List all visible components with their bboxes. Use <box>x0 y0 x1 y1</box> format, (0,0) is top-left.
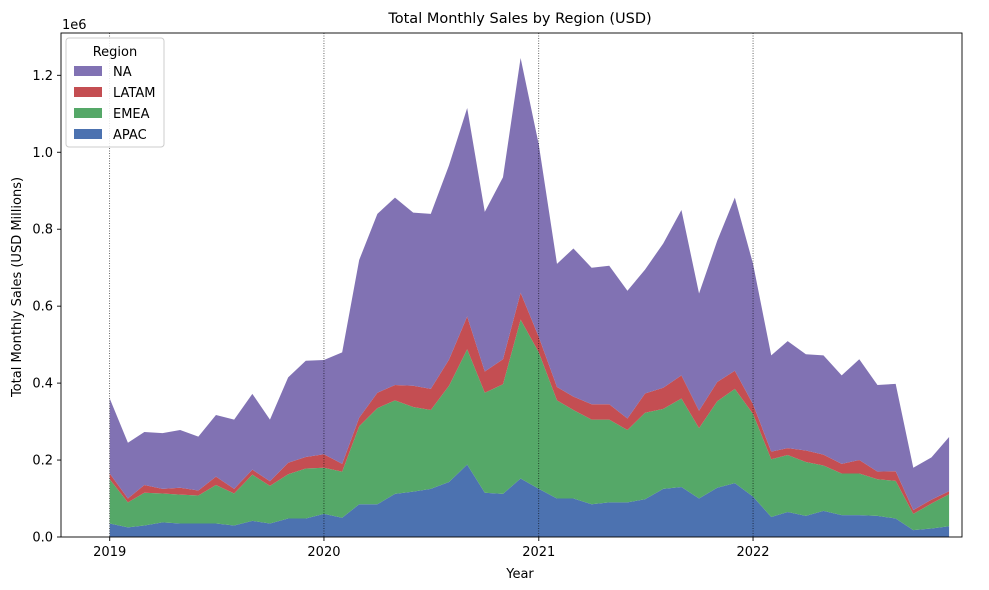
legend-label-emea: EMEA <box>113 107 150 122</box>
legend-swatch-latam <box>74 87 102 97</box>
y-axis-ticks: 0.0 0.2 0.4 0.6 0.8 1.0 1.2 <box>32 69 61 546</box>
legend-label-na: NA <box>113 65 132 80</box>
area-latam <box>109 292 950 514</box>
area-apac <box>109 464 950 537</box>
y-tick-label: 1.0 <box>32 146 53 161</box>
x-tick-label: 2021 <box>522 545 555 560</box>
x-tick-label: 2019 <box>93 545 126 560</box>
legend-box <box>65 37 165 148</box>
legend-title: Region <box>93 45 138 60</box>
y-tick-label: 0.4 <box>32 377 53 392</box>
legend-swatch-na <box>74 66 102 76</box>
y-tick-label: 0.8 <box>32 223 53 238</box>
y-tick-label: 0.6 <box>32 300 53 315</box>
y-tick-label: 1.2 <box>32 69 53 84</box>
chart-title: Total Monthly Sales by Region (USD) <box>387 11 651 27</box>
area-emea <box>109 319 950 531</box>
legend: Region NA LATAM EMEA APAC <box>65 37 165 148</box>
y-axis-offset-label: 1e6 <box>62 18 87 33</box>
legend-swatch-emea <box>74 108 102 118</box>
x-axis-ticks: 2019 2020 2021 2022 <box>93 537 770 560</box>
x-axis-label: Year <box>505 567 534 582</box>
x-tick-label: 2020 <box>307 545 340 560</box>
legend-label-latam: LATAM <box>113 86 155 101</box>
plot-frame <box>60 32 963 538</box>
legend-label-apac: APAC <box>113 128 147 143</box>
y-tick-label: 0.2 <box>32 454 53 469</box>
x-tick-label: 2022 <box>736 545 769 560</box>
y-tick-label: 0.0 <box>32 531 53 546</box>
legend-entries: NA LATAM EMEA APAC <box>74 65 155 143</box>
area-layers <box>109 58 950 537</box>
year-gridlines <box>109 33 754 537</box>
y-axis-label: Total Monthly Sales (USD Millions) <box>10 177 25 398</box>
legend-swatch-apac <box>74 129 102 139</box>
area-na <box>109 58 950 511</box>
